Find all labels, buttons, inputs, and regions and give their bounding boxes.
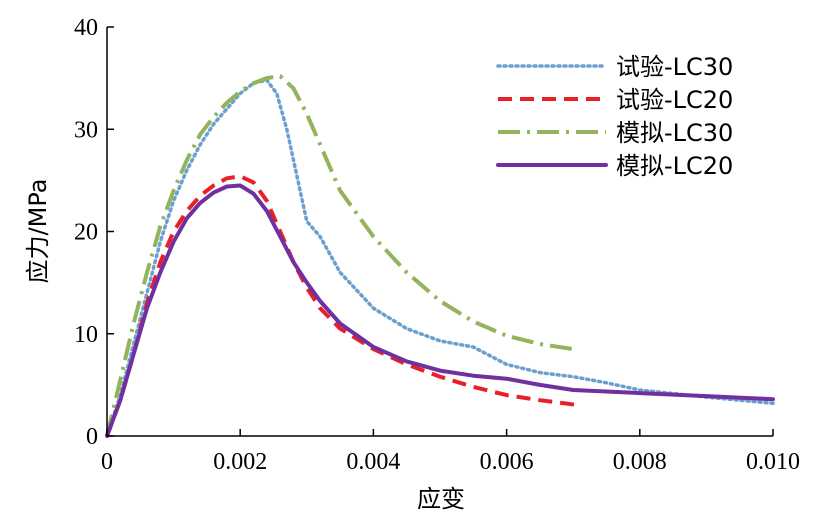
legend-label-0: 试验-LC30 [616, 53, 733, 81]
y-tick-label: 10 [74, 322, 98, 348]
legend-label-1: 试验-LC20 [616, 86, 733, 114]
x-tick-label: 0.010 [746, 449, 800, 475]
y-tick-label: 0 [86, 424, 98, 450]
axes: 0 0.002 0.004 0.006 0.008 0.010 0 10 20 30 40 [74, 15, 800, 475]
legend-label-3: 模拟-LC20 [616, 152, 733, 180]
series-line-2 [105, 74, 574, 437]
x-tick-label: 0.002 [213, 449, 267, 475]
y-axis-title: 应力/MPa [24, 179, 52, 284]
series-lines [105, 74, 775, 438]
series-line-3 [105, 183, 775, 438]
y-tick-label: 20 [74, 220, 98, 246]
y-tick-label: 30 [74, 117, 98, 143]
x-tick-label: 0.006 [480, 449, 534, 475]
x-tick-label: 0.004 [346, 449, 400, 475]
y-tick-label: 40 [74, 15, 98, 41]
series-line-1 [105, 174, 581, 437]
x-tick-label: 0.008 [613, 449, 667, 475]
series-line-0 [105, 78, 775, 438]
x-axis-title: 应变 [417, 485, 465, 513]
legend: 试验-LC30 试验-LC20 模拟-LC30 模拟-LC20 [496, 53, 733, 180]
legend-label-2: 模拟-LC30 [616, 119, 733, 147]
x-tick-label: 0 [101, 449, 113, 475]
